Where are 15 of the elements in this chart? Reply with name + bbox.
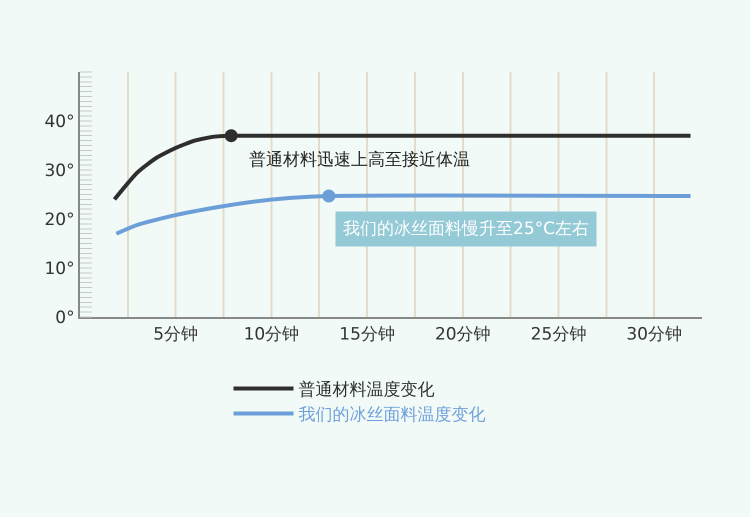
x-tick-label: 15分钟: [339, 324, 395, 344]
x-tick-label: 20分钟: [434, 324, 491, 344]
y-tick-label: 40°: [44, 112, 75, 132]
y-tick-label: 30°: [44, 160, 75, 181]
y-tick-label: 10°: [44, 258, 75, 279]
annotation: 普通材料迅速上高至接近体温: [249, 150, 470, 170]
x-tick-label: 25分钟: [530, 324, 586, 344]
annotation: 我们的冰丝面料慢升至25°C左右: [343, 219, 590, 239]
x-tick-label: 10分钟: [244, 324, 300, 344]
y-tick-label: 0°: [55, 308, 75, 328]
x-tick-label: 5分钟: [153, 324, 198, 344]
legend-label: 我们的冰丝面料温度变化: [298, 405, 486, 426]
x-tick-label: 30分钟: [626, 324, 682, 344]
legend-label: 普通材料温度变化: [298, 380, 434, 400]
y-tick-label: 20°: [44, 210, 75, 230]
